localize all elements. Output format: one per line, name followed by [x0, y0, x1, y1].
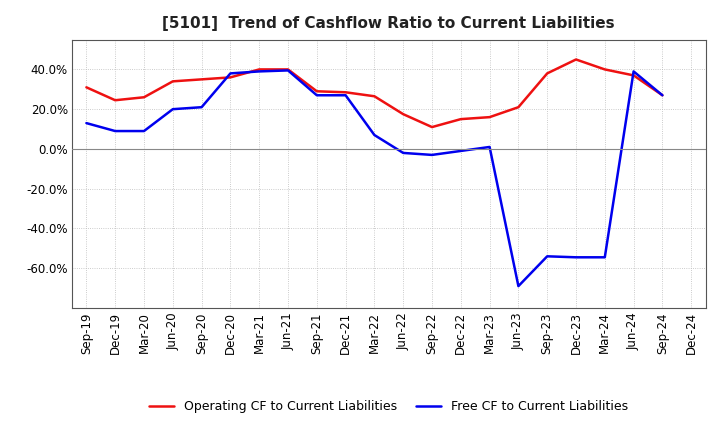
Operating CF to Current Liabilities: [82, 84, 91, 90]
Free CF to Current Liabilities: [140, 128, 148, 134]
Operating CF to Current Liabilities: [629, 73, 638, 78]
Legend: Operating CF to Current Liabilities, Free CF to Current Liabilities: Operating CF to Current Liabilities, Fre…: [149, 400, 629, 413]
Operating CF to Current Liabilities: [284, 67, 292, 72]
Operating CF to Current Liabilities: [543, 71, 552, 76]
Free CF to Current Liabilities: [284, 68, 292, 73]
Line: Free CF to Current Liabilities: Free CF to Current Liabilities: [86, 70, 662, 286]
Operating CF to Current Liabilities: [600, 67, 609, 72]
Free CF to Current Liabilities: [629, 69, 638, 74]
Free CF to Current Liabilities: [600, 255, 609, 260]
Free CF to Current Liabilities: [370, 132, 379, 138]
Line: Operating CF to Current Liabilities: Operating CF to Current Liabilities: [86, 59, 662, 127]
Operating CF to Current Liabilities: [168, 79, 177, 84]
Operating CF to Current Liabilities: [111, 98, 120, 103]
Free CF to Current Liabilities: [341, 93, 350, 98]
Free CF to Current Liabilities: [543, 254, 552, 259]
Free CF to Current Liabilities: [82, 121, 91, 126]
Free CF to Current Liabilities: [197, 105, 206, 110]
Free CF to Current Liabilities: [572, 255, 580, 260]
Free CF to Current Liabilities: [168, 106, 177, 112]
Operating CF to Current Liabilities: [255, 67, 264, 72]
Free CF to Current Liabilities: [399, 150, 408, 156]
Free CF to Current Liabilities: [514, 283, 523, 289]
Free CF to Current Liabilities: [428, 152, 436, 158]
Operating CF to Current Liabilities: [428, 125, 436, 130]
Operating CF to Current Liabilities: [456, 117, 465, 122]
Operating CF to Current Liabilities: [514, 105, 523, 110]
Free CF to Current Liabilities: [658, 93, 667, 98]
Operating CF to Current Liabilities: [312, 88, 321, 94]
Free CF to Current Liabilities: [255, 69, 264, 74]
Free CF to Current Liabilities: [485, 144, 494, 150]
Operating CF to Current Liabilities: [399, 111, 408, 117]
Operating CF to Current Liabilities: [370, 94, 379, 99]
Operating CF to Current Liabilities: [226, 75, 235, 80]
Free CF to Current Liabilities: [312, 93, 321, 98]
Free CF to Current Liabilities: [111, 128, 120, 134]
Operating CF to Current Liabilities: [341, 90, 350, 95]
Operating CF to Current Liabilities: [572, 57, 580, 62]
Operating CF to Current Liabilities: [485, 114, 494, 120]
Operating CF to Current Liabilities: [658, 93, 667, 98]
Title: [5101]  Trend of Cashflow Ratio to Current Liabilities: [5101] Trend of Cashflow Ratio to Curren…: [163, 16, 615, 32]
Operating CF to Current Liabilities: [140, 95, 148, 100]
Free CF to Current Liabilities: [456, 148, 465, 154]
Free CF to Current Liabilities: [226, 71, 235, 76]
Operating CF to Current Liabilities: [197, 77, 206, 82]
